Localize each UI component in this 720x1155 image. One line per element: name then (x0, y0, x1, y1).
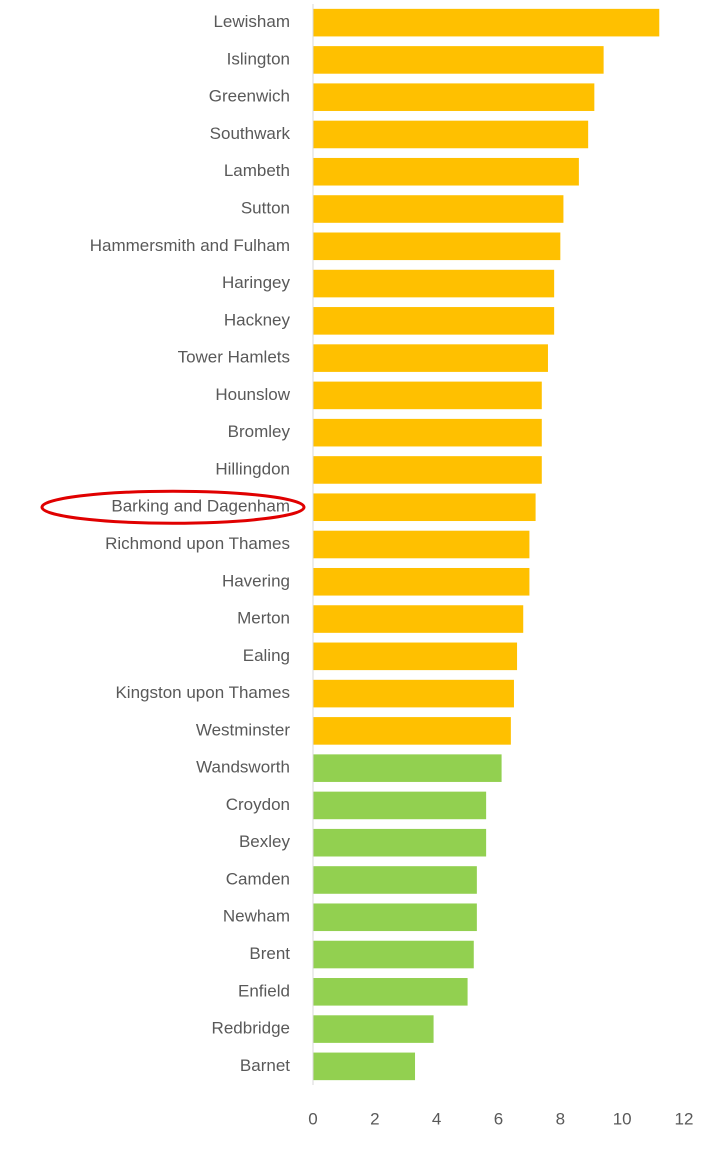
y-tick-label: Lambeth (224, 161, 290, 180)
bar (313, 83, 595, 111)
x-tick-label: 6 (494, 1109, 503, 1128)
x-tick-label: 10 (613, 1109, 632, 1128)
x-tick-label: 12 (675, 1109, 694, 1128)
y-tick-label: Barnet (240, 1056, 290, 1075)
bar (313, 717, 511, 745)
y-tick-label: Islington (227, 49, 290, 68)
bar (313, 642, 518, 671)
y-tick-label: Newham (223, 907, 290, 926)
bar (313, 232, 561, 261)
y-tick-label: Camden (226, 869, 290, 888)
bar (313, 381, 542, 410)
bar (313, 344, 548, 372)
bar (313, 940, 474, 969)
y-tick-label: Redbridge (212, 1019, 290, 1038)
y-tick-label: Barking and Dagenham (111, 497, 290, 516)
y-tick-label: Hounslow (215, 385, 290, 404)
x-tick-label: 0 (308, 1109, 317, 1128)
highlight-ellipse (40, 489, 306, 525)
y-tick-label: Greenwich (209, 87, 290, 106)
y-tick-label: Tower Hamlets (178, 348, 290, 367)
bar (313, 866, 477, 894)
bar (313, 978, 468, 1006)
y-tick-label: Sutton (241, 199, 290, 218)
y-tick-label: Wandsworth (196, 758, 290, 777)
bar (313, 307, 555, 335)
bar (313, 46, 604, 74)
bar (313, 791, 487, 820)
bar (313, 903, 477, 932)
x-tick-label: 8 (556, 1109, 565, 1128)
y-tick-label: Haringey (222, 273, 291, 292)
y-tick-label: Croydon (226, 795, 290, 814)
bar (313, 493, 536, 522)
y-tick-label: Havering (222, 571, 290, 590)
y-tick-label: Richmond upon Thames (105, 534, 290, 553)
bar (313, 157, 579, 186)
bar (313, 418, 542, 447)
bar (313, 1015, 434, 1043)
y-tick-label: Ealing (243, 646, 290, 665)
y-tick-label: Hillingdon (215, 459, 290, 478)
x-tick-label: 4 (432, 1109, 441, 1128)
bar (313, 269, 555, 298)
x-tick-label: 2 (370, 1109, 379, 1128)
y-tick-label: Kingston upon Thames (115, 683, 290, 702)
y-tick-label: Bromley (228, 422, 291, 441)
y-tick-label: Hammersmith and Fulham (90, 236, 290, 255)
bar (313, 605, 524, 633)
y-tick-label: Southwark (210, 124, 291, 143)
y-tick-label: Bexley (239, 832, 291, 851)
bar (313, 754, 502, 782)
bar (313, 8, 660, 37)
y-tick-label: Enfield (238, 981, 290, 1000)
bar (313, 567, 530, 596)
y-tick-label: Hackney (224, 310, 291, 329)
y-tick-label: Westminster (196, 720, 290, 739)
bar (313, 120, 589, 149)
bar (313, 456, 542, 484)
bar (313, 1052, 416, 1081)
bar (313, 195, 564, 223)
y-tick-label: Brent (249, 944, 290, 963)
bar (313, 679, 514, 708)
bar (313, 828, 487, 857)
y-tick-label: Merton (237, 609, 290, 628)
y-tick-label: Lewisham (213, 12, 290, 31)
bar (313, 530, 530, 559)
